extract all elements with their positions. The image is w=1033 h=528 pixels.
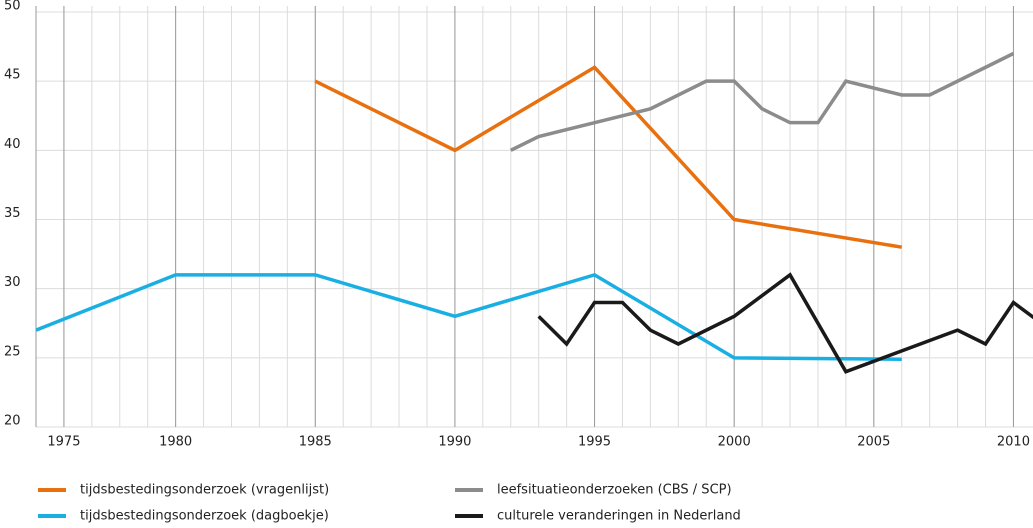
y-tick-label: 30 (4, 275, 21, 290)
x-tick-label: 1975 (47, 435, 80, 450)
y-tick-label: 25 (4, 344, 21, 359)
labels: 20 25 30 35 40 45 50 1975 1980 1985 1990 1995 2000 20… (4, 0, 1030, 524)
y-tick-label: 50 (4, 0, 21, 14)
legend-label: culturele veranderingen in Nederland (497, 509, 741, 524)
x-tick-label: 2005 (857, 435, 890, 450)
legend-label: leefsituatieonderzoeken (CBS / SCP) (497, 483, 732, 498)
y-tick-label: 45 (4, 68, 21, 83)
x-tick-label: 1990 (438, 435, 471, 450)
series-line (314, 65, 903, 249)
y-tick-label: 20 (4, 414, 21, 429)
legend-label: tijdsbestedingsonderzoek (vragenlijst) (80, 483, 329, 498)
series-line (36, 272, 902, 361)
x-tick-label: 2000 (718, 435, 751, 450)
x-tick-label: 1985 (299, 435, 332, 450)
x-tick-label: 2010 (997, 435, 1030, 450)
x-tick-label: 1980 (159, 435, 192, 450)
series-line (537, 272, 1033, 374)
x-tick-label: 1995 (578, 435, 611, 450)
y-tick-label: 35 (4, 206, 21, 221)
y-tick-label: 40 (4, 137, 21, 152)
grid (35, 6, 1033, 428)
legend-label: tijdsbestedingsonderzoek (dagboekje) (80, 509, 329, 524)
plot-lines (36, 51, 1033, 374)
series-line (509, 51, 1015, 152)
